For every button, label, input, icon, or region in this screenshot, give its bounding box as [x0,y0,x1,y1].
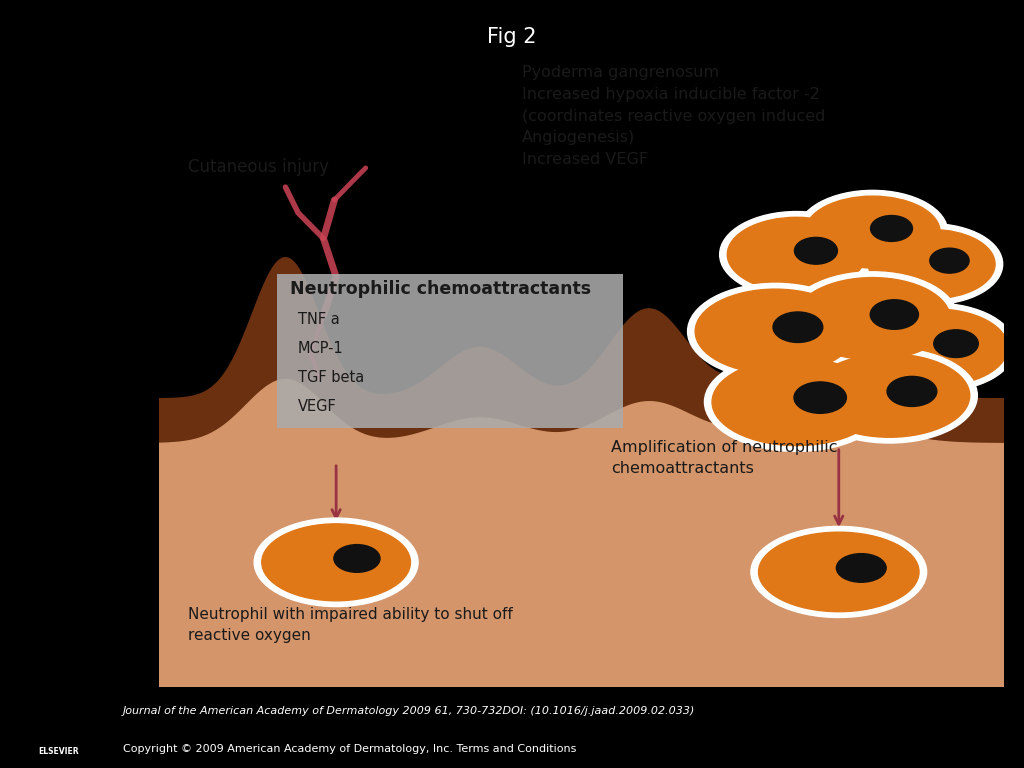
Text: Neutrophilic chemoattractants: Neutrophilic chemoattractants [290,280,591,298]
Text: 🔥: 🔥 [53,710,65,729]
Ellipse shape [254,518,418,607]
Ellipse shape [856,303,1016,392]
Ellipse shape [795,237,838,264]
Ellipse shape [870,300,919,329]
Ellipse shape [795,277,950,359]
Text: TNF a: TNF a [298,313,340,327]
Ellipse shape [870,216,912,241]
Ellipse shape [720,211,873,297]
Ellipse shape [787,272,957,366]
Ellipse shape [751,526,927,617]
Text: Copyright © 2009 American Academy of Dermatology, Inc. Terms and Conditions: Copyright © 2009 American Academy of Der… [123,744,577,754]
Polygon shape [159,379,1004,687]
Ellipse shape [805,196,940,268]
FancyBboxPatch shape [276,273,624,428]
Ellipse shape [262,524,411,601]
Ellipse shape [802,348,977,443]
Ellipse shape [773,312,822,343]
Ellipse shape [798,190,948,273]
Text: Cutaneous injury: Cutaneous injury [188,158,330,177]
Text: TGF beta: TGF beta [298,370,365,385]
Text: Fig 2: Fig 2 [487,27,537,47]
Ellipse shape [759,532,920,611]
Ellipse shape [712,359,881,445]
Text: Amplification of neutrophilic
chemoattractants: Amplification of neutrophilic chemoattra… [610,441,838,476]
Ellipse shape [868,230,995,299]
Ellipse shape [887,376,937,406]
Ellipse shape [934,329,978,357]
Text: VEGF: VEGF [298,399,337,414]
Ellipse shape [861,223,1002,305]
Text: Pyoderma gangrenosum
Increased hypoxia inducible factor -2
(coordinates reactive: Pyoderma gangrenosum Increased hypoxia i… [522,65,825,167]
Text: Neutrophil with impaired ability to shut off
reactive oxygen: Neutrophil with impaired ability to shut… [188,607,513,644]
Text: ELSEVIER: ELSEVIER [39,747,79,756]
Ellipse shape [930,248,969,273]
Ellipse shape [837,554,886,582]
Text: MCP-1: MCP-1 [298,341,344,356]
Ellipse shape [864,309,1008,386]
Ellipse shape [695,289,856,374]
Polygon shape [159,258,1004,687]
Ellipse shape [794,382,847,413]
Ellipse shape [687,283,863,379]
Ellipse shape [705,353,889,452]
Ellipse shape [334,545,380,572]
Text: Journal of the American Academy of Dermatology 2009 61, 730-732DOI: (10.1016/j.j: Journal of the American Academy of Derma… [123,706,695,716]
Ellipse shape [809,354,970,437]
Ellipse shape [727,217,866,292]
